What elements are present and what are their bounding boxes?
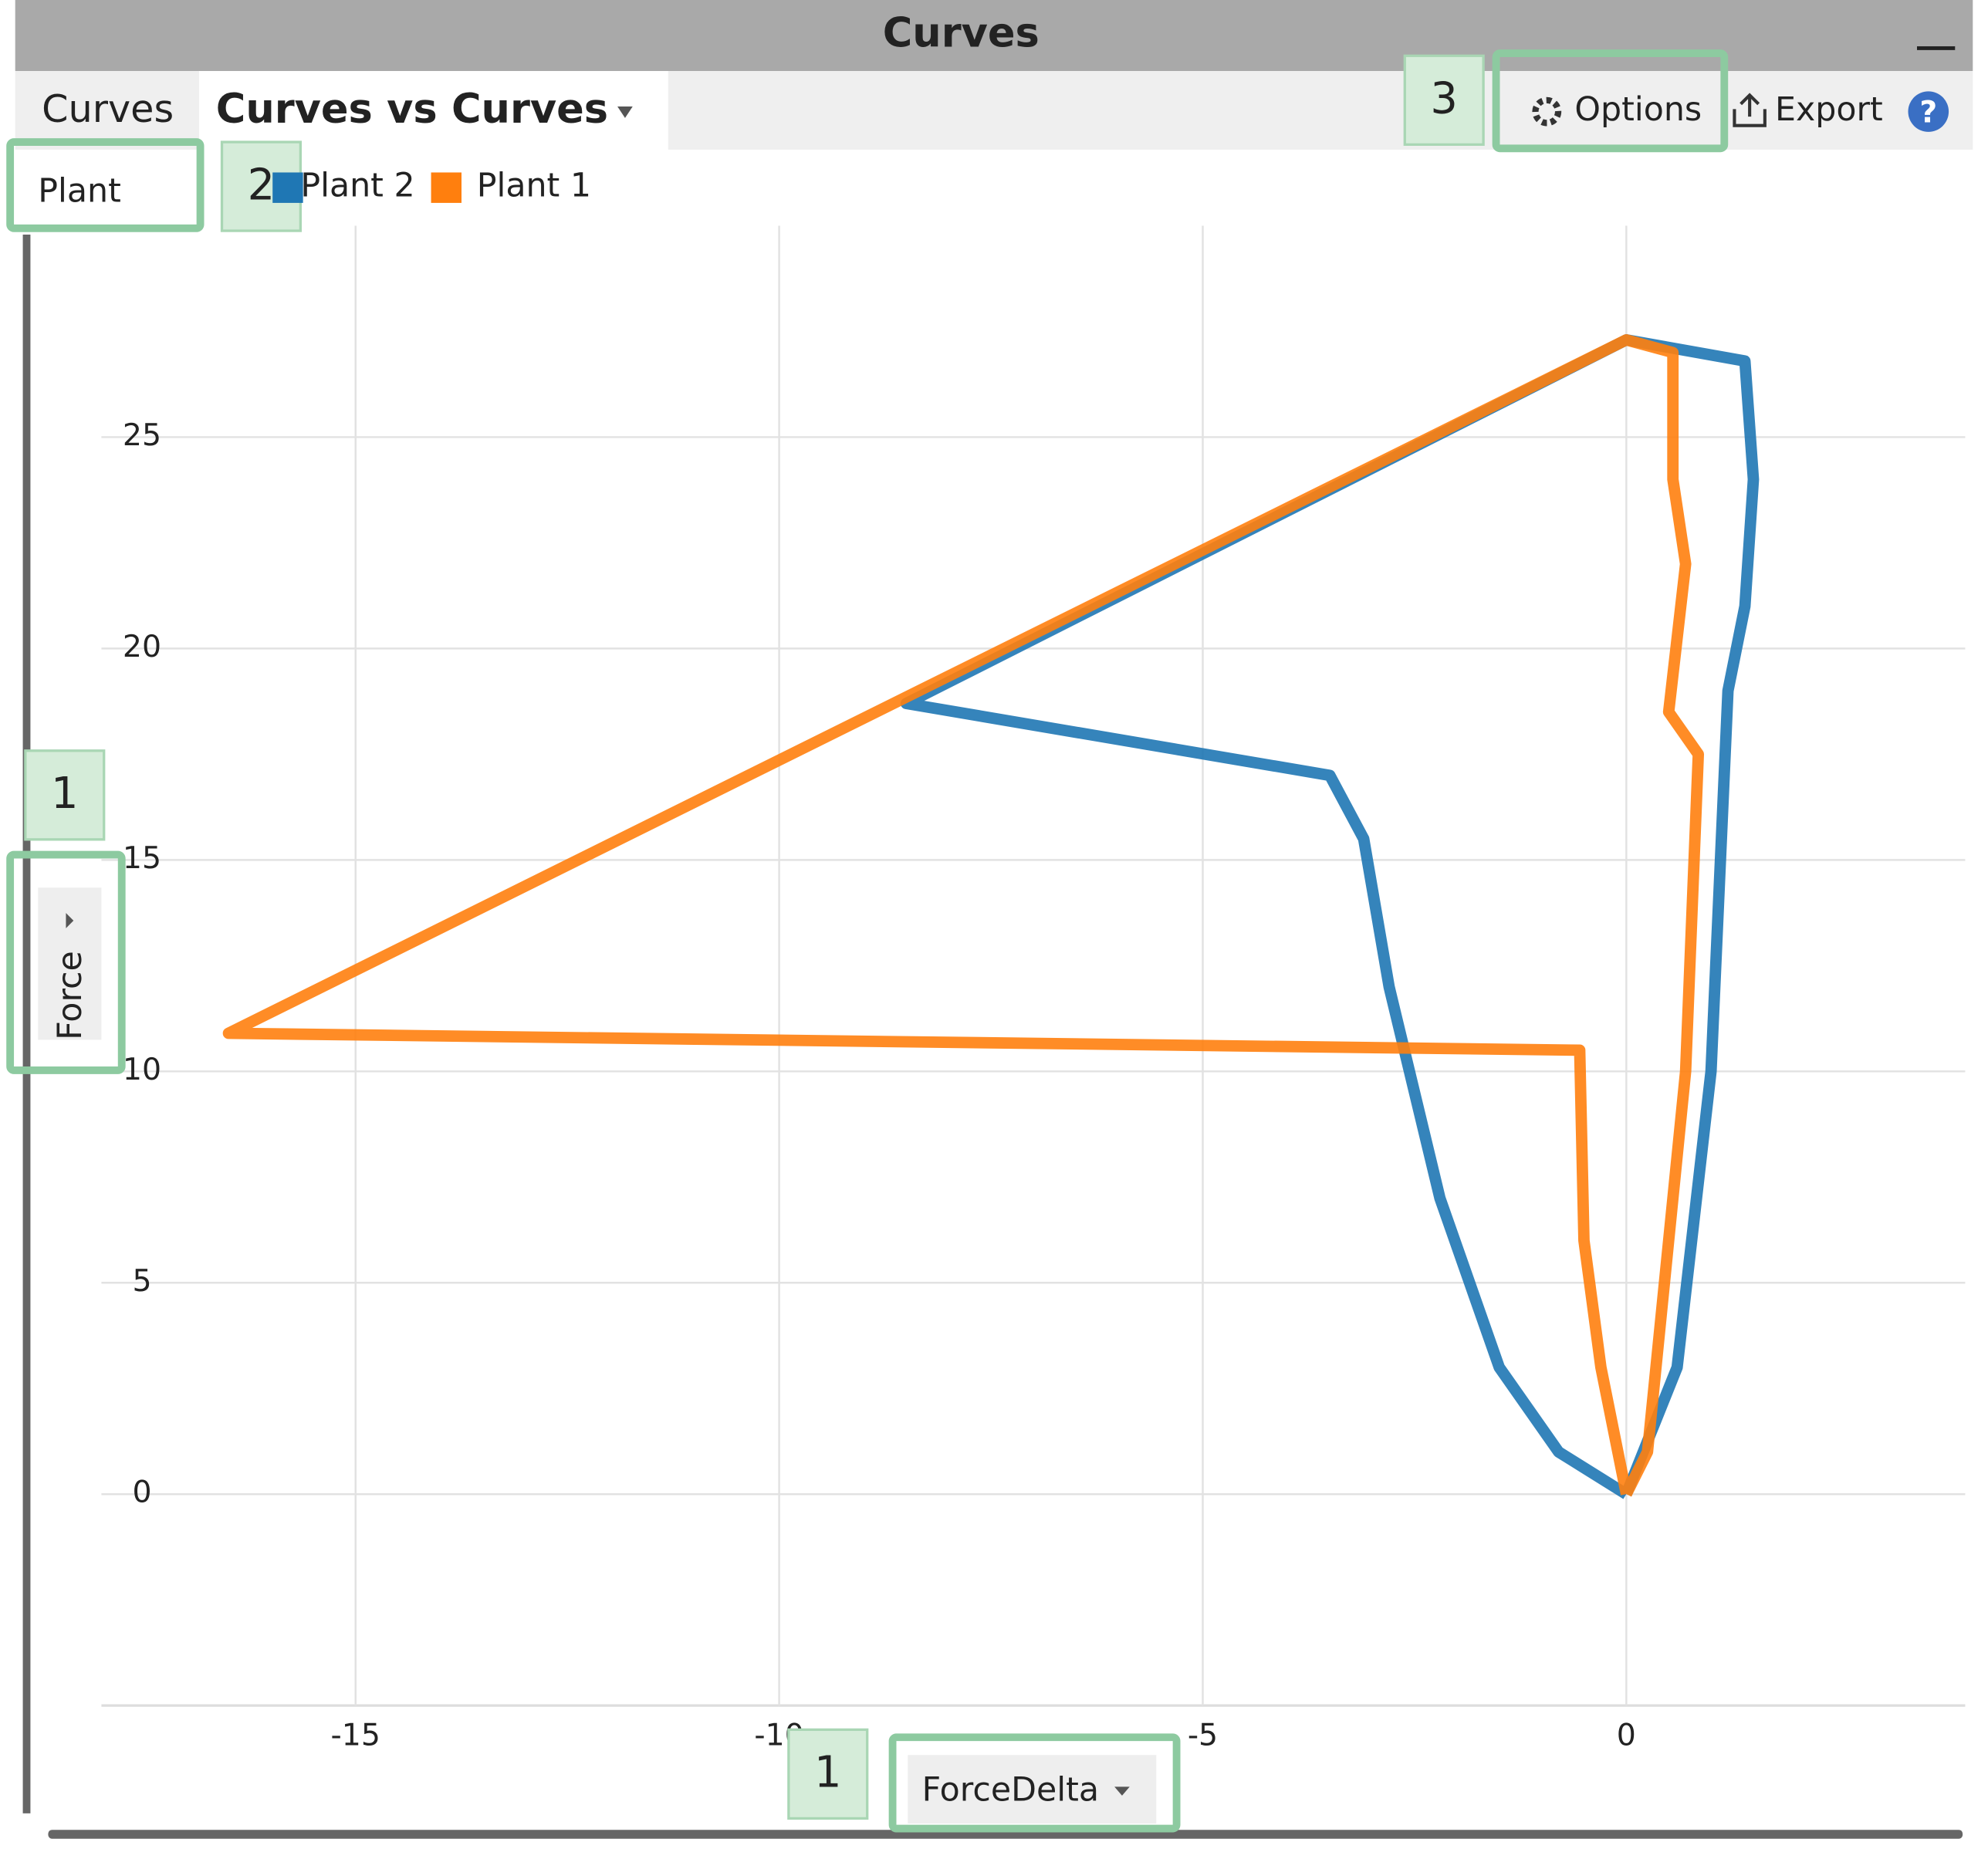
legend-label: Plant 2 — [300, 167, 414, 205]
y-tick-label: 10 — [123, 1052, 161, 1087]
callout-number: 3 — [1430, 74, 1458, 124]
highlight-box — [6, 850, 126, 1074]
legend-label: Plant 1 — [477, 167, 591, 205]
help-glyph: ? — [1919, 94, 1937, 130]
title-bar — [15, 0, 1973, 72]
help-icon[interactable] — [1908, 91, 1949, 132]
x-axis-label[interactable]: ForceDelta — [922, 1770, 1099, 1809]
callout-box — [1403, 54, 1485, 146]
x-tick-label: 0 — [1617, 1718, 1636, 1753]
legend-swatch — [431, 172, 462, 203]
y-tick-label: 15 — [123, 840, 161, 876]
export-icon — [1733, 93, 1767, 127]
highlight-box — [1492, 49, 1729, 153]
y-tick-label: 25 — [123, 417, 161, 453]
y-axis-label[interactable]: Force — [51, 951, 90, 1040]
callout-number: 2 — [248, 160, 276, 210]
x-axis-selector[interactable] — [908, 1755, 1157, 1824]
y-axis-dropdown[interactable] — [66, 913, 74, 928]
x-axis-dropdown[interactable] — [1114, 1786, 1130, 1796]
callout-box — [24, 749, 106, 841]
series-line — [222, 334, 1705, 1497]
tab[interactable]: Curves — [42, 86, 174, 131]
legend-swatch — [272, 172, 303, 203]
gear-icon — [1532, 96, 1562, 127]
tab-dropdown[interactable] — [617, 106, 633, 118]
callout-box — [787, 1728, 869, 1820]
options-button[interactable]: Options — [1574, 90, 1702, 129]
scrollbar-vertical[interactable] — [22, 235, 31, 1813]
window-title: Curves — [883, 10, 1040, 57]
x-tick-label: -15 — [331, 1718, 380, 1753]
callout-number: 1 — [51, 769, 79, 819]
highlight-box — [6, 138, 205, 232]
y-tick-label: 0 — [132, 1475, 151, 1510]
y-axis-selector[interactable] — [38, 887, 102, 1040]
x-tick-label: -5 — [1188, 1718, 1218, 1753]
y-tick-label: 20 — [123, 629, 161, 664]
export-button[interactable]: Export — [1775, 90, 1883, 129]
active-tab[interactable] — [198, 71, 668, 153]
highlight-box — [888, 1733, 1181, 1833]
scrollbar-horizontal[interactable] — [48, 1830, 1963, 1839]
legend-title: Plant — [38, 171, 121, 210]
tab[interactable]: Curves vs Curves — [216, 86, 608, 133]
callout-number: 1 — [814, 1748, 842, 1798]
y-tick-label: 5 — [132, 1263, 151, 1299]
